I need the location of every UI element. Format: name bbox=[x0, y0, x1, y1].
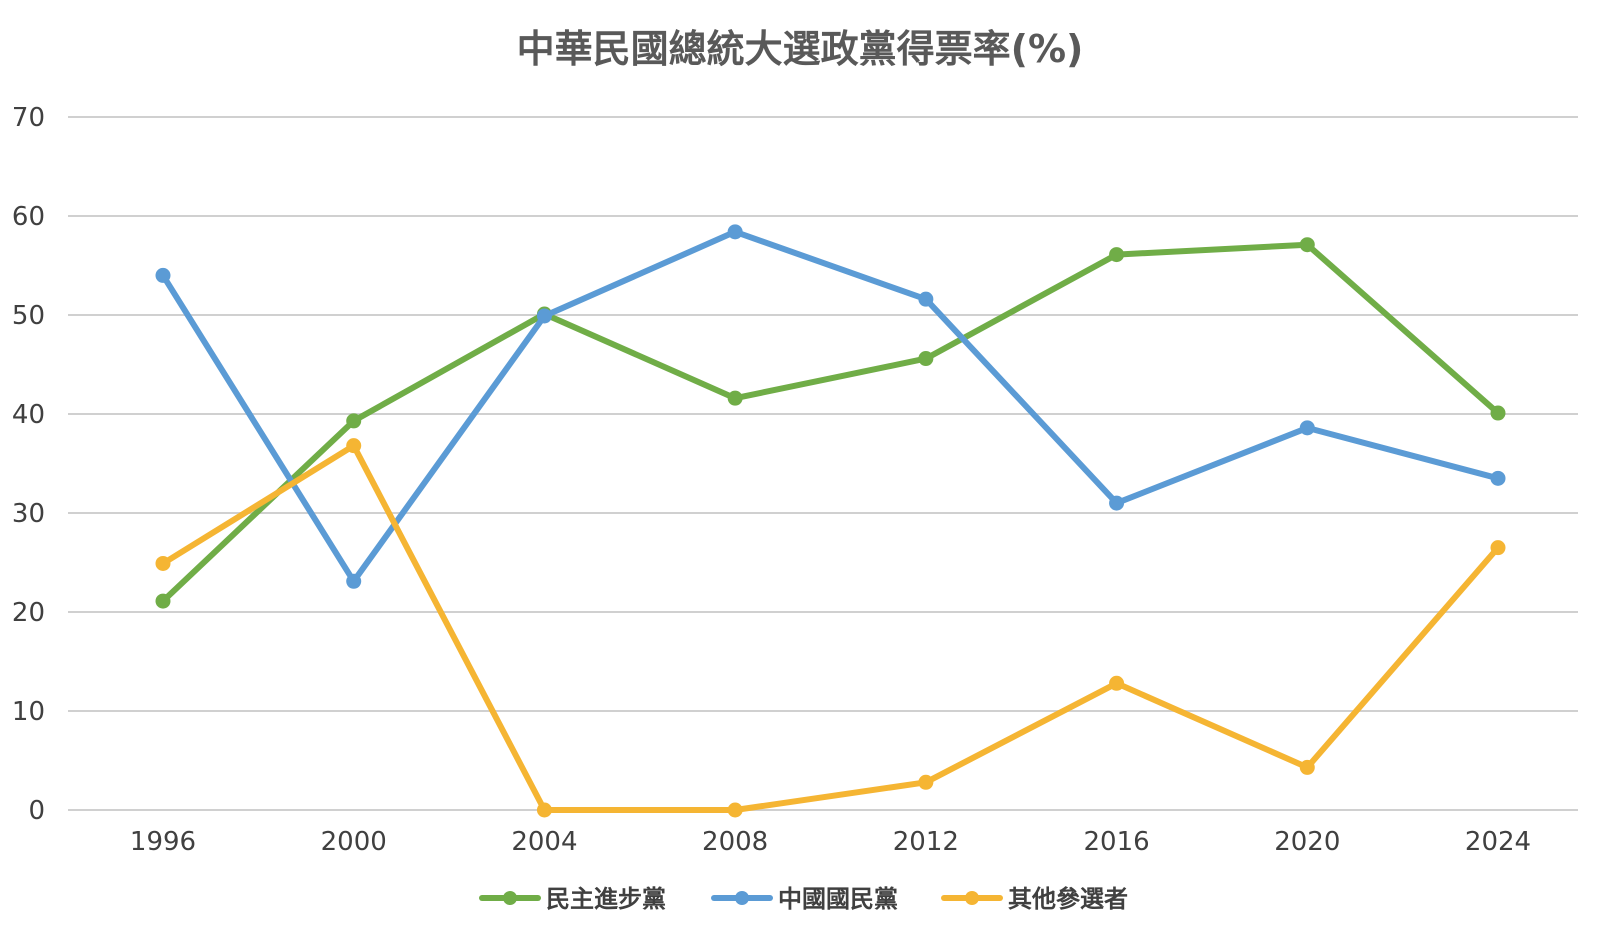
x-tick-label: 2004 bbox=[511, 827, 577, 857]
series-2 bbox=[155, 224, 1506, 589]
legend-label: 其他參選者 bbox=[1008, 885, 1128, 913]
data-point bbox=[918, 291, 934, 307]
data-point bbox=[346, 573, 362, 589]
y-tick-label: 30 bbox=[12, 499, 45, 529]
data-point bbox=[1299, 237, 1315, 253]
data-point bbox=[727, 390, 743, 406]
legend: 民主進步黨 中國國民黨 其他參選者 bbox=[479, 885, 1128, 913]
series-line bbox=[160, 228, 1501, 585]
chart-title: 中華民國總統大選政黨得票率(%) bbox=[517, 27, 1084, 71]
data-point bbox=[346, 413, 362, 429]
legend-label: 民主進步黨 bbox=[546, 885, 666, 913]
x-tick-label: 2016 bbox=[1083, 827, 1149, 857]
legend-item: 中國國民黨 bbox=[711, 885, 898, 913]
data-point bbox=[155, 555, 171, 571]
data-point bbox=[536, 308, 552, 324]
x-tick-label: 1996 bbox=[130, 827, 196, 857]
legend-item: 民主進步黨 bbox=[479, 885, 666, 913]
data-point bbox=[1109, 247, 1125, 263]
legend-swatch-marker bbox=[735, 891, 749, 905]
data-point bbox=[1299, 759, 1315, 775]
legend-swatch-marker bbox=[503, 891, 517, 905]
y-tick-label: 60 bbox=[12, 202, 45, 232]
data-point bbox=[918, 351, 934, 367]
legend-label: 中國國民黨 bbox=[778, 885, 898, 913]
y-axis-ticks: 0 10 20 30 40 50 60 70 bbox=[12, 103, 45, 826]
y-tick-label: 10 bbox=[12, 697, 45, 727]
data-point bbox=[1490, 540, 1506, 556]
series-line bbox=[160, 442, 1501, 813]
legend-item: 其他參選者 bbox=[941, 885, 1128, 913]
data-point bbox=[1109, 495, 1125, 511]
data-point bbox=[918, 774, 934, 790]
y-tick-label: 40 bbox=[12, 400, 45, 430]
data-point bbox=[155, 267, 171, 283]
data-point bbox=[1109, 675, 1125, 691]
data-point bbox=[727, 224, 743, 240]
y-tick-label: 20 bbox=[12, 598, 45, 628]
x-tick-label: 2008 bbox=[702, 827, 768, 857]
data-point bbox=[1490, 405, 1506, 421]
data-point bbox=[727, 802, 743, 818]
x-tick-label: 2024 bbox=[1465, 827, 1531, 857]
x-axis-ticks: 1996 2000 2004 2008 2012 2016 2020 2024 bbox=[130, 827, 1531, 857]
y-tick-label: 70 bbox=[12, 103, 45, 133]
series-line bbox=[160, 241, 1501, 605]
data-point bbox=[346, 438, 362, 454]
data-point bbox=[536, 802, 552, 818]
data-point bbox=[1299, 420, 1315, 436]
series-group bbox=[155, 224, 1506, 818]
series-3 bbox=[155, 438, 1506, 818]
y-tick-label: 0 bbox=[28, 796, 45, 826]
x-tick-label: 2012 bbox=[893, 827, 959, 857]
data-point bbox=[1490, 470, 1506, 486]
legend-swatch-marker bbox=[965, 891, 979, 905]
x-tick-label: 2000 bbox=[321, 827, 387, 857]
x-tick-label: 2020 bbox=[1274, 827, 1340, 857]
y-tick-label: 50 bbox=[12, 301, 45, 331]
data-point bbox=[155, 593, 171, 609]
gridlines bbox=[68, 116, 1578, 811]
